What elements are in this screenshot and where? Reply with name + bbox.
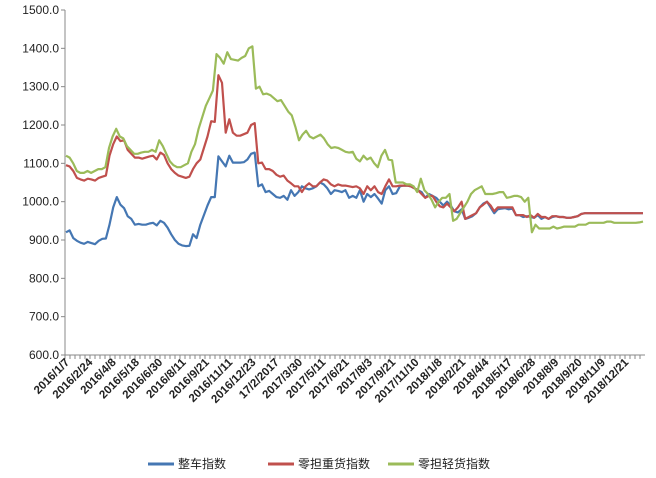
y-tick-label: 1500.0 xyxy=(22,3,59,17)
y-tick-label: 1300.0 xyxy=(22,80,59,94)
legend-label-2: 零担轻货指数 xyxy=(418,456,490,471)
y-tick-label: 1100.0 xyxy=(23,156,59,170)
chart-axes: 600.0 700.0 800.0 900.0 1000.0 1100.0 1200.0 13… xyxy=(22,3,645,406)
series-line-1 xyxy=(65,74,643,220)
y-tick-label: 900.0 xyxy=(29,233,59,247)
series-line-0 xyxy=(65,151,643,248)
legend-label-0: 整车指数 xyxy=(178,456,226,471)
y-tick-label: 1000.0 xyxy=(22,195,59,209)
y-tick-label: 600.0 xyxy=(29,348,59,362)
chart-series-layer xyxy=(65,45,644,248)
series-line-2 xyxy=(65,45,644,234)
y-tick-label: 800.0 xyxy=(29,271,59,285)
chart-legend: 整车指数 零担重货指数 零担轻货指数 xyxy=(148,456,490,471)
y-tick-label: 1400.0 xyxy=(22,41,59,55)
legend-label-1: 零担重货指数 xyxy=(298,456,370,471)
y-tick-label: 700.0 xyxy=(29,310,59,324)
y-tick-label: 1200.0 xyxy=(22,118,59,132)
